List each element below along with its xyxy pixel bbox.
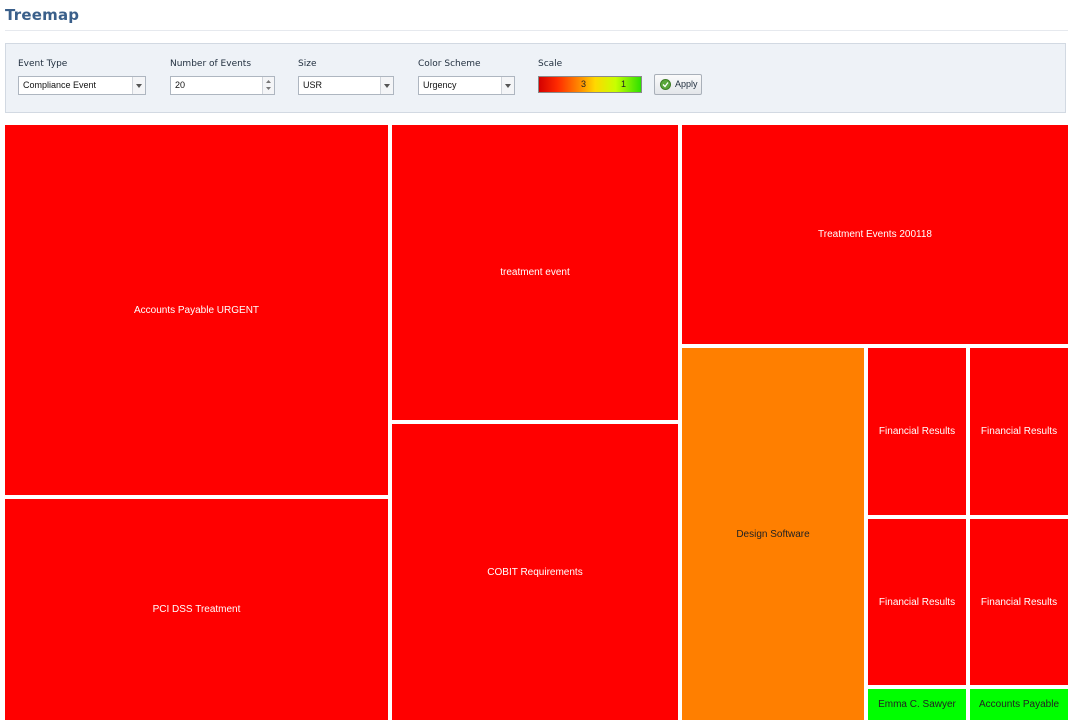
size-value: USR bbox=[303, 80, 323, 90]
apply-label: Apply bbox=[675, 79, 698, 89]
treemap-tile-label: Accounts Payable bbox=[978, 699, 1060, 710]
treemap-tile-label: Financial Results bbox=[980, 596, 1058, 608]
treemap-tile[interactable]: Financial Results bbox=[868, 519, 966, 685]
number-of-events-label: Number of Events bbox=[170, 59, 252, 69]
color-scheme-value: Urgency bbox=[423, 80, 457, 90]
number-stepper bbox=[262, 77, 274, 94]
event-type-label: Event Type bbox=[18, 59, 68, 69]
size-field: Size USR bbox=[298, 59, 394, 95]
spinner-up-icon[interactable] bbox=[265, 77, 272, 85]
treemap-tile[interactable]: COBIT Requirements bbox=[392, 424, 678, 720]
treemap-tile-label: Treatment Events 200118 bbox=[818, 229, 932, 240]
treemap-tile[interactable]: Emma C. Sawyer bbox=[868, 689, 966, 720]
size-dropdown-button[interactable] bbox=[380, 77, 393, 94]
treemap-tile[interactable]: Treatment Events 200118 bbox=[682, 125, 1068, 344]
treemap-tile[interactable]: Financial Results bbox=[868, 348, 966, 515]
treemap-tile[interactable]: Accounts Payable URGENT bbox=[5, 125, 388, 495]
treemap-tile-label: treatment event bbox=[500, 267, 570, 278]
event-type-value: Compliance Event bbox=[23, 80, 97, 90]
page-title: Treemap bbox=[5, 6, 80, 24]
treemap-tile-label: Emma C. Sawyer bbox=[878, 699, 956, 710]
chevron-down-icon bbox=[136, 84, 142, 88]
scale-field: Scale 3 1 bbox=[538, 59, 642, 93]
treemap-tile-label: Financial Results bbox=[878, 596, 956, 608]
treemap-tile-label: COBIT Requirements bbox=[487, 566, 583, 578]
treemap-tile[interactable]: Financial Results bbox=[970, 519, 1068, 685]
title-divider bbox=[5, 30, 1068, 31]
event-type-dropdown-button[interactable] bbox=[132, 77, 145, 94]
color-scheme-label: Color Scheme bbox=[418, 59, 481, 69]
event-type-field: Event Type Compliance Event bbox=[18, 59, 146, 95]
number-of-events-input[interactable]: 20 bbox=[170, 76, 275, 95]
number-of-events-field: Number of Events 20 bbox=[170, 59, 275, 95]
treemap-tile[interactable]: PCI DSS Treatment bbox=[5, 499, 388, 720]
chevron-down-icon bbox=[505, 84, 511, 88]
size-select[interactable]: USR bbox=[298, 76, 394, 95]
scale-mark-medium: 3 bbox=[581, 79, 587, 89]
event-type-select[interactable]: Compliance Event bbox=[18, 76, 146, 95]
scale-label: Scale bbox=[538, 59, 563, 69]
treemap-tile[interactable]: treatment event bbox=[392, 125, 678, 420]
treemap-tile-label: Financial Results bbox=[980, 426, 1058, 437]
filter-toolbar: Event Type Compliance Event Number of Ev… bbox=[5, 43, 1066, 113]
spinner-down-icon[interactable] bbox=[265, 85, 272, 93]
urgency-scale-legend: 3 1 bbox=[538, 76, 642, 93]
color-scheme-field: Color Scheme Urgency bbox=[418, 59, 515, 95]
check-circle-icon bbox=[660, 79, 671, 90]
treemap-tile-label: Financial Results bbox=[878, 426, 956, 437]
scale-mark-low: 1 bbox=[621, 79, 627, 89]
number-of-events-value: 20 bbox=[175, 80, 186, 90]
treemap-tile-label: PCI DSS Treatment bbox=[152, 604, 241, 615]
treemap-tile[interactable]: Accounts Payable bbox=[970, 689, 1068, 720]
apply-button[interactable]: Apply bbox=[654, 74, 702, 95]
color-scheme-dropdown-button[interactable] bbox=[501, 77, 514, 94]
treemap-tile[interactable]: Design Software bbox=[682, 348, 864, 720]
color-scheme-select[interactable]: Urgency bbox=[418, 76, 515, 95]
treemap-tile[interactable]: Financial Results bbox=[970, 348, 1068, 515]
chevron-down-icon bbox=[384, 84, 390, 88]
treemap-tile-label: Accounts Payable URGENT bbox=[133, 304, 260, 316]
size-label: Size bbox=[298, 59, 317, 69]
treemap-tile-label: Design Software bbox=[736, 528, 810, 540]
